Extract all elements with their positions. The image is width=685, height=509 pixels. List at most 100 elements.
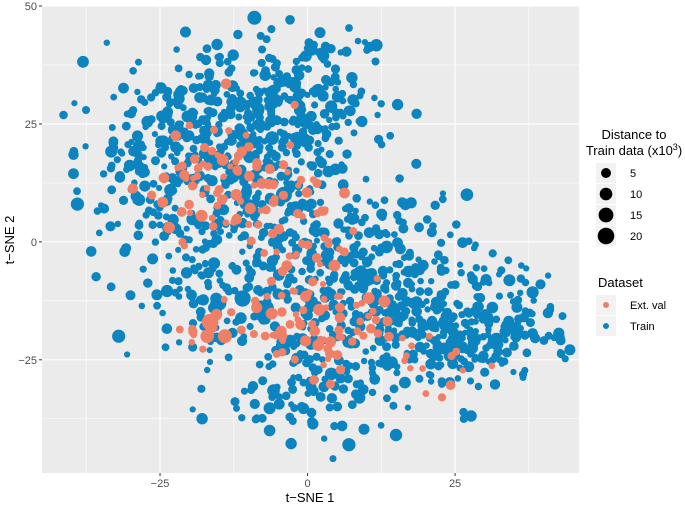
- point-train: [415, 287, 425, 296]
- point-ext-val: [334, 312, 346, 323]
- point-ext-val: [207, 146, 217, 156]
- point-train: [206, 347, 213, 354]
- point-train: [389, 401, 398, 410]
- point-train: [301, 200, 312, 211]
- point-train: [437, 238, 446, 247]
- point-train: [480, 367, 490, 377]
- point-train: [151, 131, 158, 138]
- point-train: [236, 89, 245, 98]
- size-legend-label: 5: [630, 168, 636, 180]
- point-train: [400, 254, 408, 261]
- point-ext-val: [348, 337, 357, 346]
- point-train: [342, 359, 351, 368]
- point-train: [125, 290, 136, 301]
- point-train: [173, 46, 180, 53]
- point-train: [151, 289, 163, 301]
- point-ext-val: [408, 342, 415, 350]
- point-train: [378, 271, 388, 280]
- point-train: [474, 303, 481, 311]
- point-train: [196, 413, 208, 425]
- point-ext-val: [293, 208, 303, 219]
- point-train: [414, 222, 424, 233]
- point-train: [446, 231, 454, 239]
- point-train: [297, 100, 305, 108]
- point-train: [235, 312, 247, 324]
- point-train: [520, 330, 530, 340]
- point-train: [330, 64, 341, 74]
- point-train: [99, 170, 108, 178]
- point-ext-val: [195, 209, 208, 222]
- point-train: [131, 130, 144, 142]
- point-train: [204, 120, 212, 128]
- point-train: [98, 202, 105, 209]
- point-train: [319, 356, 326, 363]
- point-train: [365, 268, 374, 277]
- point-ext-val: [352, 301, 360, 309]
- point-train: [359, 281, 369, 291]
- point-train: [206, 194, 216, 204]
- point-train: [511, 329, 519, 336]
- point-train: [420, 347, 428, 355]
- point-train: [278, 217, 286, 225]
- point-train: [274, 86, 281, 93]
- point-train: [306, 161, 315, 169]
- point-train: [250, 212, 259, 221]
- point-ext-val: [175, 325, 184, 334]
- y-tick-label: 50: [25, 1, 37, 13]
- point-train: [253, 102, 264, 113]
- point-train: [466, 377, 475, 385]
- point-train: [381, 229, 389, 237]
- point-train: [141, 163, 149, 171]
- point-train: [466, 326, 474, 334]
- point-train: [465, 237, 473, 245]
- point-train: [135, 219, 143, 227]
- point-ext-val: [399, 334, 406, 342]
- point-train: [437, 361, 445, 369]
- point-train: [273, 398, 285, 410]
- point-train: [337, 179, 349, 191]
- point-train: [395, 243, 406, 255]
- point-train: [460, 188, 474, 201]
- point-train: [296, 401, 307, 412]
- point-train: [257, 58, 266, 68]
- point-train: [203, 80, 212, 89]
- point-train: [362, 258, 372, 268]
- point-train: [205, 114, 212, 121]
- point-train: [422, 215, 432, 224]
- point-ext-val: [277, 266, 288, 277]
- point-train: [434, 348, 442, 356]
- point-train: [147, 93, 156, 102]
- point-train: [313, 365, 323, 375]
- point-train: [341, 46, 352, 57]
- point-train: [272, 243, 280, 250]
- point-train: [503, 274, 516, 287]
- point-train: [304, 390, 312, 397]
- point-ext-val: [179, 169, 190, 181]
- point-train: [263, 402, 276, 415]
- point-ext-val: [359, 331, 368, 340]
- point-train: [175, 246, 182, 253]
- point-ext-val: [271, 330, 281, 340]
- point-train: [311, 101, 319, 109]
- point-train: [333, 218, 344, 229]
- point-ext-val: [199, 345, 207, 353]
- point-ext-val: [188, 338, 196, 346]
- point-train: [324, 367, 338, 381]
- point-train: [521, 278, 530, 287]
- point-ext-val: [358, 299, 366, 307]
- point-train: [242, 283, 252, 293]
- point-train: [472, 318, 479, 325]
- point-train: [190, 264, 197, 272]
- point-ext-val: [222, 219, 230, 227]
- point-train: [204, 72, 214, 82]
- point-train: [408, 319, 417, 327]
- point-ext-val: [325, 348, 335, 359]
- point-train: [153, 301, 162, 310]
- point-ext-val: [213, 201, 222, 210]
- point-train: [349, 258, 359, 268]
- point-train: [205, 94, 217, 106]
- point-train: [326, 279, 334, 287]
- point-train: [244, 273, 255, 283]
- point-ext-val: [334, 325, 344, 335]
- point-train: [224, 353, 233, 362]
